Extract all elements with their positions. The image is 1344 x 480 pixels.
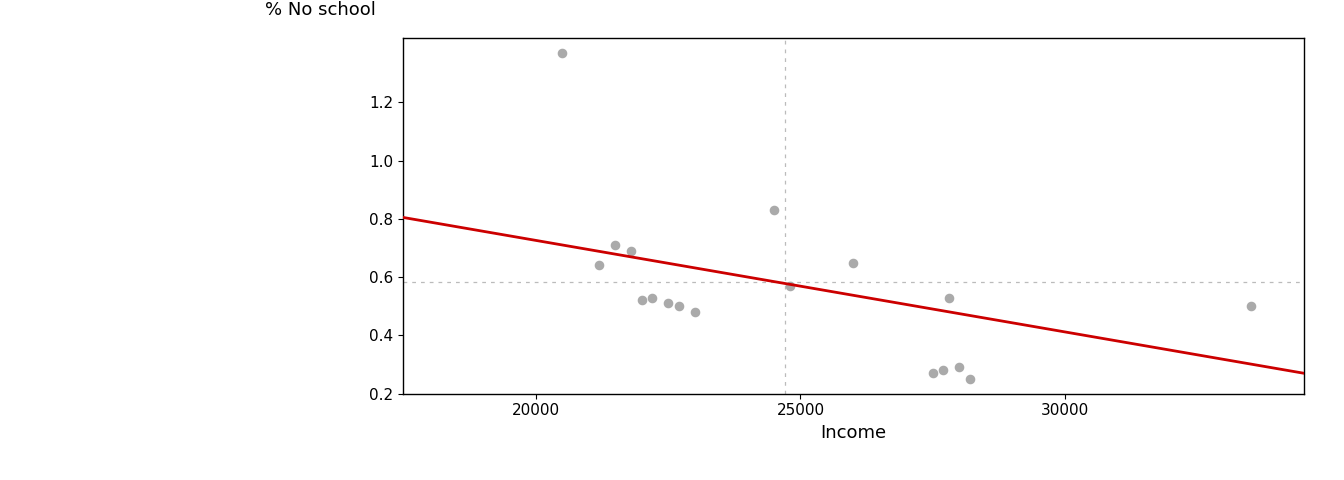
Point [605,241,626,249]
Point [938,294,960,301]
Text: % No school: % No school [266,1,376,19]
Point [684,308,706,316]
Point [630,297,652,304]
Point [620,247,641,255]
Point [641,294,663,301]
Point [933,366,954,374]
Point [1241,302,1262,310]
Point [949,363,970,371]
Point [843,259,864,266]
X-axis label: Income: Income [820,424,887,442]
Point [960,375,981,383]
Point [668,302,689,310]
Point [589,262,610,269]
Point [763,206,785,214]
Point [551,49,573,57]
Point [780,282,801,290]
Point [657,300,679,307]
Point [922,370,943,377]
